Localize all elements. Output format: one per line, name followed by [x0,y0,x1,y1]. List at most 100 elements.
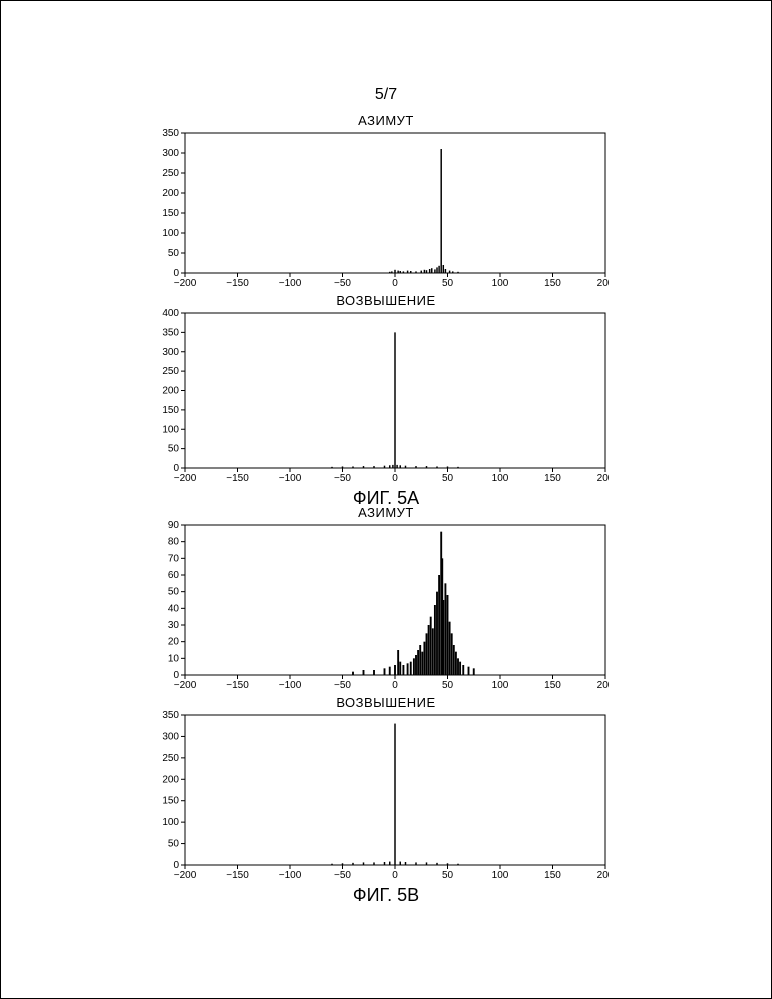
x-tick-label: 0 [392,870,398,881]
bar [399,662,401,675]
x-tick-label: 150 [544,680,561,691]
y-tick-label: 300 [162,731,179,742]
x-tick-label: 50 [442,680,454,691]
bar [459,662,461,675]
y-tick-label: 60 [168,570,180,581]
figure-caption: ФИГ. 5B [151,885,621,906]
bar [468,667,470,675]
x-tick-label: −200 [174,680,197,691]
y-tick-label: 100 [162,817,179,828]
bar [434,605,436,675]
bar [426,633,428,675]
x-tick-label: −200 [174,473,197,484]
x-tick-label: 150 [544,473,561,484]
chart-svg: −200−150−100−500501001502000501001502002… [151,711,609,881]
chart-svg: −200−150−100−500501001502000102030405060… [151,521,609,691]
bar [397,650,399,675]
x-tick-label: 100 [492,473,509,484]
page-frame: 5/7 АЗИМУТ−200−150−100−50050100150200050… [0,0,772,999]
y-tick-label: 50 [168,839,180,850]
y-tick-label: 40 [168,603,180,614]
bar [462,665,464,675]
x-tick-label: 200 [597,278,609,289]
bar [431,268,432,273]
x-tick-label: 50 [442,473,454,484]
chart-title: АЗИМУТ [151,113,621,128]
y-tick-label: 300 [162,148,179,159]
y-tick-label: 50 [168,248,180,259]
bar [389,862,390,865]
x-tick-label: −150 [226,473,249,484]
bar [440,149,441,273]
bar [394,665,396,675]
bar [373,670,375,675]
bar [436,267,437,273]
y-tick-label: 200 [162,774,179,785]
figure-5b-block: АЗИМУТ −200 −150 −100 −50 0 50 100 150 200 0 10 20 30… [151,501,621,906]
x-tick-label: 100 [492,680,509,691]
bar [419,645,421,675]
bar [407,663,409,675]
x-tick-label: 200 [597,680,609,691]
page-number: 5/7 [1,86,771,104]
y-tick-label: 30 [168,620,180,631]
y-tick-label: 0 [173,268,179,279]
x-tick-label: −50 [334,870,351,881]
x-tick-label: −50 [334,680,351,691]
y-tick-label: 250 [162,168,179,179]
bar [438,575,440,675]
bar [417,650,419,675]
x-tick-label: −150 [226,870,249,881]
bar [415,655,417,675]
x-tick-label: −100 [279,473,302,484]
bar [363,670,365,675]
bar [438,266,439,273]
bar [455,652,457,675]
chart-svg: −200−150−100−500501001502000501001502002… [151,309,609,484]
x-tick-label: 100 [492,870,509,881]
bar [384,668,386,675]
x-tick-label: 50 [442,870,454,881]
bar [413,658,415,675]
y-tick-label: 50 [168,444,180,455]
y-tick-label: 10 [168,653,180,664]
y-tick-label: 100 [162,228,179,239]
bar [434,269,435,273]
y-tick-label: 250 [162,366,179,377]
bar [430,617,432,675]
bar [445,269,446,273]
y-tick-label: 300 [162,347,179,358]
y-tick-label: 20 [168,637,180,648]
bar [457,658,459,675]
x-tick-label: 200 [597,473,609,484]
x-tick-label: −150 [226,680,249,691]
x-tick-label: 150 [544,278,561,289]
x-tick-label: −100 [279,680,302,691]
y-tick-label: 400 [162,309,179,319]
y-tick-label: 70 [168,553,180,564]
bar [442,600,444,675]
y-tick-label: 200 [162,188,179,199]
bar [447,595,449,675]
bar [410,662,412,675]
x-tick-label: 0 [392,278,398,289]
y-tick-label: 150 [162,208,179,219]
bar [444,583,446,675]
x-tick-label: −200 [174,870,197,881]
y-tick-label: 0 [173,860,179,871]
chart-title: АЗИМУТ [151,505,621,520]
y-tick-label: 0 [173,463,179,474]
y-tick-label: 350 [162,327,179,338]
bar [423,642,425,675]
x-tick-label: 200 [597,870,609,881]
x-tick-label: 150 [544,870,561,881]
chart-svg: −200−150−100−500501001502000501001502002… [151,129,609,289]
x-tick-label: −200 [174,278,197,289]
x-tick-label: −100 [279,870,302,881]
y-tick-label: 150 [162,796,179,807]
figure-5a-block: АЗИМУТ−200−150−100−500501001502000501001… [151,109,621,509]
y-tick-label: 350 [162,129,179,139]
bar [432,628,434,675]
y-tick-label: 90 [168,521,180,531]
y-tick-label: 0 [173,670,179,681]
